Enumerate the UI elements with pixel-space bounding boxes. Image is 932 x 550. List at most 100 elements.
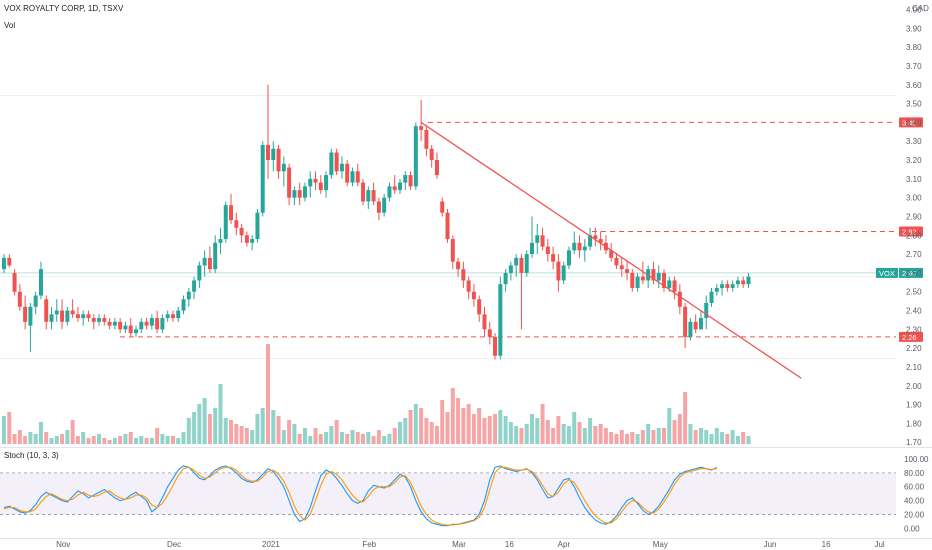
price-tick-label: 3.50 — [906, 100, 922, 109]
symbol-label: VOX — [879, 269, 895, 278]
candle-body — [477, 299, 482, 315]
time-tick-label: 2021 — [262, 540, 280, 549]
trendline-layer[interactable] — [420, 121, 802, 379]
candle-body — [345, 163, 350, 183]
candle-body — [355, 171, 360, 183]
candle-body — [535, 235, 540, 243]
volume-bar — [635, 434, 640, 444]
candle-body — [503, 272, 508, 285]
price-tick-label: 2.70 — [906, 250, 922, 259]
volume-bar — [223, 418, 228, 444]
candle-body — [466, 280, 471, 292]
volume-bar — [482, 418, 487, 444]
candle-body — [598, 239, 603, 243]
candle-body — [630, 272, 635, 288]
candle-body — [292, 190, 297, 198]
volume-bar — [186, 418, 191, 444]
volume-bar — [308, 436, 313, 444]
volume-bar — [302, 428, 307, 444]
price-tick-label: 3.80 — [906, 43, 922, 52]
candle-body — [387, 186, 392, 198]
volume-bar — [281, 430, 286, 444]
price-tick-label: 3.00 — [906, 194, 922, 203]
candle-body — [413, 126, 418, 187]
price-tick-label: 2.40 — [906, 307, 922, 316]
volume-bar — [366, 432, 371, 444]
time-axis[interactable]: NovDec2021FebMar16AprMayJun16JulAug — [56, 540, 932, 549]
candle-body — [545, 246, 550, 255]
price-axis[interactable]: 4.00 3.90 3.80 3.70 3.60 3.50 3.40 3.30 3.20 3.10… — [906, 6, 922, 448]
time-tick-label: May — [653, 540, 668, 549]
volume-bar — [609, 432, 614, 444]
candle-body — [714, 287, 719, 292]
volume-bar — [614, 434, 619, 444]
candle-body — [683, 306, 688, 337]
volume-bar — [339, 432, 344, 444]
candle-body — [260, 144, 265, 213]
volume-bar — [176, 438, 181, 444]
candle-body — [376, 201, 381, 213]
candle-body — [239, 227, 244, 236]
volume-bar — [508, 422, 513, 444]
volume-bar — [44, 432, 49, 444]
volume-bar — [625, 434, 630, 444]
volume-bar — [12, 434, 17, 444]
volume-bar — [192, 412, 197, 444]
price-tick-label: 1.70 — [906, 438, 922, 447]
volume-bar — [514, 426, 519, 444]
volume-bar — [361, 434, 366, 444]
price-tick-label: 3.10 — [906, 175, 922, 184]
price-tick-label: 3.60 — [906, 81, 922, 90]
candle-body — [207, 257, 212, 270]
candle-body — [134, 329, 138, 334]
candle-body — [434, 160, 439, 176]
volume-bar — [498, 410, 503, 444]
horizontal-levels: 3.40 2.82 2.26 VOX 2.60 — [0, 117, 923, 342]
volume-bar — [651, 430, 656, 444]
price-tick-label: 3.70 — [906, 62, 922, 71]
candle-body — [429, 148, 434, 161]
candle-body — [746, 276, 751, 285]
candle-body — [165, 314, 170, 319]
trendline[interactable] — [420, 121, 802, 379]
volume-bar — [535, 418, 540, 444]
candle-body — [677, 291, 682, 307]
volume-bar — [598, 424, 603, 444]
candle-body — [741, 280, 746, 285]
volume-bar — [112, 438, 117, 444]
candle-body — [318, 182, 323, 191]
volume-bar — [218, 384, 223, 444]
candle-body — [656, 272, 661, 281]
candle-body — [181, 299, 186, 311]
volume-bar — [329, 426, 334, 444]
candle-body — [382, 197, 387, 213]
volume-bar — [107, 440, 112, 444]
candle-body — [107, 321, 112, 326]
candle-body — [70, 310, 75, 315]
candle-body — [75, 314, 80, 319]
volume-bar — [91, 436, 96, 444]
candle-body — [271, 148, 276, 161]
candle-body — [667, 280, 672, 288]
stoch-tick-label: 80.00 — [904, 469, 925, 478]
volume-bar — [646, 424, 651, 444]
candle-body — [735, 280, 740, 285]
volume-bar — [155, 428, 160, 444]
volume-bar — [324, 432, 329, 444]
price-tick-label: 2.30 — [906, 325, 922, 334]
price-tick-label: 4.00 — [906, 6, 922, 15]
volume-bar — [260, 408, 265, 444]
price-tick-label: 2.20 — [906, 344, 922, 353]
volume-bar — [2, 416, 6, 444]
candle-body — [419, 126, 424, 130]
volume-bar — [202, 398, 207, 444]
volume-bar — [350, 430, 355, 444]
volume-bar — [250, 430, 255, 444]
volume-bar — [735, 436, 740, 444]
volume-bar — [229, 420, 234, 444]
candle-body — [445, 212, 450, 240]
candle-body — [276, 148, 281, 172]
volume-bar — [704, 430, 709, 444]
volume-bar — [276, 416, 281, 444]
